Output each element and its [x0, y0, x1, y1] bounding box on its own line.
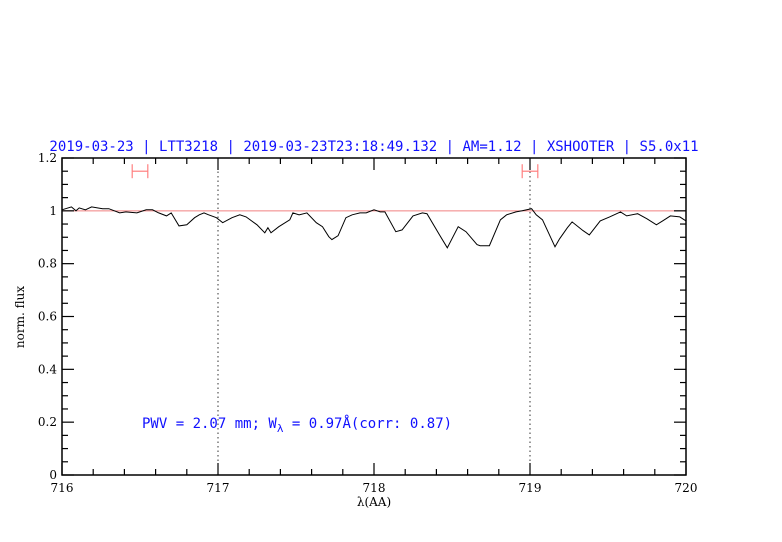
x-tick-label: 716 [51, 481, 74, 495]
title-part: 2019-03-23T23:18:49.132 [243, 139, 437, 155]
title-part: AM=1.12 [463, 139, 522, 155]
x-tick-label: 718 [363, 481, 386, 495]
y-tick-label: 0.4 [38, 362, 57, 376]
x-tick-label: 720 [675, 481, 698, 495]
y-tick-label: 0.8 [38, 257, 57, 271]
title-part: S5.0x11 [640, 139, 699, 155]
spectrum-line [61, 206, 687, 249]
title-separator: | [437, 139, 462, 155]
annotation-suffix: = 0.97Å(corr: 0.87) [283, 415, 452, 432]
y-tick-label: 1.2 [38, 151, 57, 165]
x-axis-label: λ(AA) [357, 495, 391, 509]
y-axis-label: norm. flux [13, 286, 27, 348]
title-separator: | [134, 139, 159, 155]
x-tick-label: 717 [207, 481, 230, 495]
y-tick-label: 0.6 [38, 310, 57, 324]
x-tick-label: 719 [519, 481, 542, 495]
y-tick-label: 0.2 [38, 415, 57, 429]
title-part: LTT3218 [159, 139, 218, 155]
title-part: XSHOOTER [547, 139, 615, 155]
pwv-annotation: PWV = 2.07 mm; Wλ = 0.97Å(corr: 0.87) [142, 415, 452, 435]
title-part: 2019-03-23 [49, 139, 133, 155]
annotation-subscript: λ [277, 422, 284, 435]
annotation-prefix: PWV = 2.07 mm; W [142, 416, 277, 432]
y-tick-label: 0 [49, 468, 57, 482]
title-separator: | [218, 139, 243, 155]
chart-title: 2019-03-23 | LTT3218 | 2019-03-23T23:18:… [49, 139, 698, 155]
title-separator: | [614, 139, 639, 155]
title-separator: | [522, 139, 547, 155]
y-tick-label: 1 [49, 204, 57, 218]
